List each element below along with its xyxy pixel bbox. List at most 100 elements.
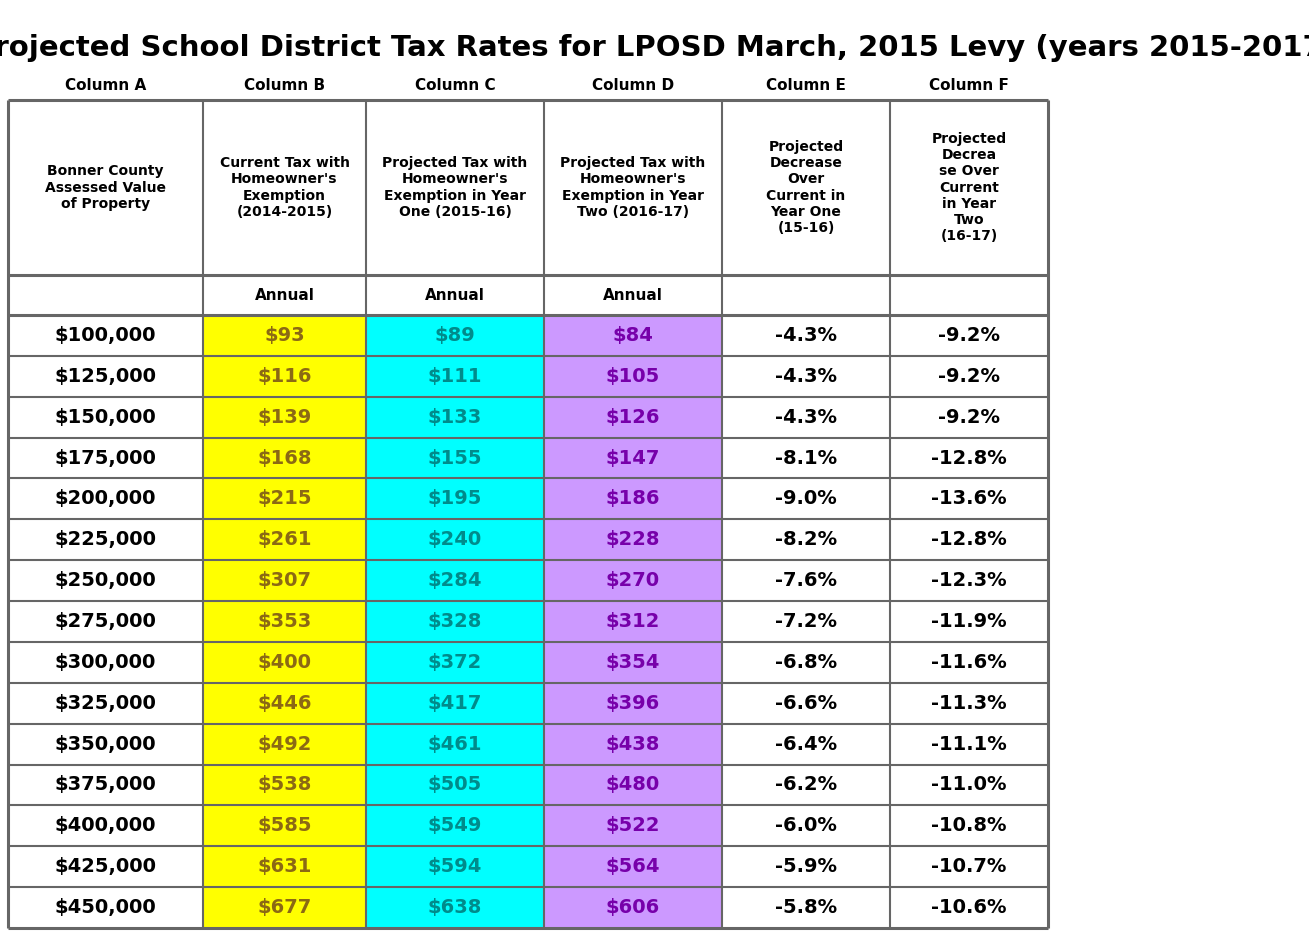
Bar: [545, 846, 723, 887]
Bar: [8, 846, 203, 887]
Bar: [545, 683, 723, 723]
Text: $300,000: $300,000: [55, 653, 156, 672]
Text: $200,000: $200,000: [55, 489, 156, 508]
Bar: [203, 438, 367, 478]
Text: -9.2%: -9.2%: [939, 407, 1000, 427]
Text: $270: $270: [606, 571, 660, 590]
Bar: [723, 642, 890, 683]
Bar: [367, 560, 545, 601]
Text: Projected
Decrease
Over
Current in
Year One
(15-16): Projected Decrease Over Current in Year …: [766, 140, 846, 235]
Bar: [890, 683, 1049, 723]
Bar: [367, 356, 545, 397]
Bar: [367, 478, 545, 519]
Text: Current Tax with
Homeowner's
Exemption
(2014-2015): Current Tax with Homeowner's Exemption (…: [220, 157, 350, 219]
Text: $111: $111: [428, 367, 482, 386]
Bar: [723, 356, 890, 397]
Bar: [545, 100, 723, 275]
Bar: [545, 438, 723, 478]
Text: $677: $677: [258, 898, 312, 917]
Text: $84: $84: [613, 326, 653, 345]
Text: $307: $307: [258, 571, 312, 590]
Bar: [723, 100, 890, 275]
Bar: [203, 642, 367, 683]
Bar: [890, 315, 1049, 356]
Text: -10.8%: -10.8%: [931, 816, 1007, 835]
Text: -11.9%: -11.9%: [931, 612, 1007, 631]
Text: $631: $631: [258, 857, 312, 876]
Bar: [8, 560, 203, 601]
Bar: [8, 805, 203, 846]
Bar: [203, 683, 367, 723]
Bar: [545, 478, 723, 519]
Text: $606: $606: [606, 898, 660, 917]
Text: Projected Tax with
Homeowner's
Exemption in Year
Two (2016-17): Projected Tax with Homeowner's Exemption…: [560, 157, 706, 219]
Bar: [723, 723, 890, 764]
Bar: [8, 315, 203, 356]
Text: $375,000: $375,000: [55, 775, 156, 794]
Bar: [367, 519, 545, 560]
Bar: [723, 683, 890, 723]
Text: $438: $438: [606, 734, 660, 754]
Text: Column E: Column E: [766, 77, 846, 92]
Bar: [890, 519, 1049, 560]
Text: Column D: Column D: [592, 77, 674, 92]
Bar: [890, 764, 1049, 805]
Bar: [367, 805, 545, 846]
Text: $492: $492: [258, 734, 312, 754]
Bar: [8, 683, 203, 723]
Bar: [545, 601, 723, 642]
Text: $328: $328: [428, 612, 482, 631]
Bar: [723, 601, 890, 642]
Text: $147: $147: [606, 448, 660, 468]
Bar: [890, 560, 1049, 601]
Bar: [723, 519, 890, 560]
Bar: [723, 315, 890, 356]
Bar: [723, 560, 890, 601]
Text: -12.3%: -12.3%: [931, 571, 1007, 590]
Text: $480: $480: [606, 775, 660, 794]
Text: Annual: Annual: [603, 287, 662, 303]
Bar: [890, 356, 1049, 397]
Bar: [545, 397, 723, 438]
Text: -4.3%: -4.3%: [775, 326, 836, 345]
Bar: [367, 723, 545, 764]
Text: $564: $564: [606, 857, 660, 876]
Bar: [203, 887, 367, 928]
Text: $400,000: $400,000: [55, 816, 156, 835]
Text: $638: $638: [428, 898, 482, 917]
Bar: [723, 887, 890, 928]
Bar: [723, 846, 890, 887]
Bar: [723, 275, 890, 315]
Text: $168: $168: [258, 448, 312, 468]
Text: -9.2%: -9.2%: [939, 326, 1000, 345]
Bar: [890, 275, 1049, 315]
Bar: [8, 723, 203, 764]
Text: $594: $594: [428, 857, 482, 876]
Text: -7.2%: -7.2%: [775, 612, 836, 631]
Text: Bonner County
Assessed Value
of Property: Bonner County Assessed Value of Property: [45, 164, 166, 211]
Bar: [8, 100, 203, 275]
Text: -6.4%: -6.4%: [775, 734, 836, 754]
Bar: [8, 642, 203, 683]
Bar: [723, 438, 890, 478]
Text: -11.3%: -11.3%: [931, 693, 1007, 713]
Text: -12.8%: -12.8%: [931, 530, 1007, 549]
Bar: [545, 356, 723, 397]
Text: $225,000: $225,000: [55, 530, 157, 549]
Text: Annual: Annual: [425, 287, 484, 303]
Text: $325,000: $325,000: [55, 693, 157, 713]
Bar: [890, 805, 1049, 846]
Text: -6.2%: -6.2%: [775, 775, 836, 794]
Bar: [545, 887, 723, 928]
Text: $538: $538: [258, 775, 312, 794]
Bar: [367, 846, 545, 887]
Bar: [367, 315, 545, 356]
Text: $150,000: $150,000: [55, 407, 156, 427]
Text: -10.6%: -10.6%: [931, 898, 1007, 917]
Text: Column C: Column C: [415, 77, 495, 92]
Text: $240: $240: [428, 530, 482, 549]
Bar: [8, 519, 203, 560]
Bar: [367, 397, 545, 438]
Text: $505: $505: [428, 775, 482, 794]
Text: -11.0%: -11.0%: [931, 775, 1007, 794]
